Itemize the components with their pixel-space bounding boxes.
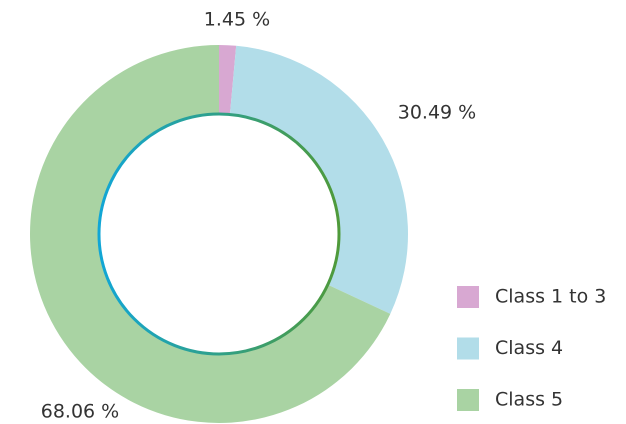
legend-swatch <box>457 389 479 411</box>
legend-label: Class 1 to 3 <box>495 286 606 308</box>
wedge <box>230 45 408 314</box>
wedge <box>219 45 237 114</box>
legend-swatch <box>457 286 479 308</box>
legend-label: Class 5 <box>495 389 563 411</box>
data-label: 30.49 % <box>398 102 477 124</box>
data-label: 68.06 % <box>41 401 120 423</box>
donut <box>30 44 408 423</box>
inner-ring <box>97 112 341 356</box>
data-label: 1.45 % <box>204 9 270 31</box>
wedge <box>30 44 391 423</box>
legend-swatch <box>457 337 479 360</box>
legend-label: Class 4 <box>495 337 563 359</box>
